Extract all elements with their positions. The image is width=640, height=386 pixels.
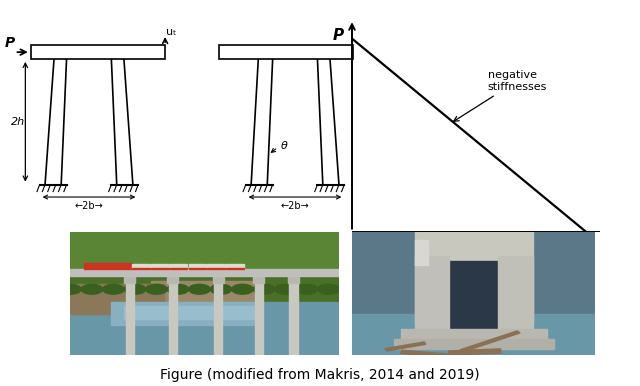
Bar <box>207 264 225 269</box>
Bar <box>151 264 168 269</box>
Ellipse shape <box>102 284 124 294</box>
Bar <box>189 264 206 269</box>
Bar <box>227 268 244 269</box>
Bar <box>167 276 178 283</box>
Bar <box>189 268 206 269</box>
Text: u: u <box>481 249 492 264</box>
Bar <box>401 329 547 342</box>
Bar <box>70 232 339 289</box>
Bar <box>415 256 449 339</box>
Bar <box>460 331 520 352</box>
Ellipse shape <box>210 284 232 294</box>
Bar <box>394 339 554 349</box>
Bar <box>415 240 428 264</box>
Text: uₜ: uₜ <box>166 27 177 37</box>
Bar <box>132 268 150 269</box>
Bar <box>70 302 339 355</box>
Bar <box>70 269 339 276</box>
Bar <box>213 276 223 283</box>
Ellipse shape <box>253 284 275 294</box>
Bar <box>449 349 501 355</box>
Ellipse shape <box>60 284 81 294</box>
Bar <box>70 273 339 306</box>
Bar <box>124 306 259 319</box>
Bar <box>151 281 259 314</box>
Bar <box>170 268 188 269</box>
Bar <box>31 45 165 59</box>
Ellipse shape <box>81 284 102 294</box>
Text: P: P <box>332 28 344 43</box>
Bar <box>151 268 168 269</box>
Bar <box>132 264 150 269</box>
Bar <box>442 261 505 330</box>
Text: P: P <box>5 36 15 51</box>
Ellipse shape <box>275 284 296 294</box>
Text: ←2b→: ←2b→ <box>281 201 309 211</box>
Bar <box>84 263 132 269</box>
Text: Figure (modified from Makris, 2014 and 2019): Figure (modified from Makris, 2014 and 2… <box>160 368 480 382</box>
Ellipse shape <box>232 284 253 294</box>
Bar <box>125 276 134 355</box>
Bar <box>253 276 264 283</box>
Bar <box>70 284 164 314</box>
Bar <box>214 276 222 355</box>
Bar <box>168 276 177 355</box>
Text: negative
stiffnesses: negative stiffnesses <box>454 70 547 121</box>
Bar <box>170 264 188 269</box>
Bar <box>289 276 298 355</box>
Ellipse shape <box>189 284 210 294</box>
Ellipse shape <box>317 284 339 294</box>
Bar <box>70 232 339 264</box>
Ellipse shape <box>296 284 317 294</box>
Bar <box>207 268 225 269</box>
Ellipse shape <box>124 284 146 294</box>
Bar <box>255 276 262 355</box>
Bar <box>124 276 135 283</box>
Bar <box>401 350 463 359</box>
Ellipse shape <box>146 284 167 294</box>
Text: ←2b→: ←2b→ <box>75 201 103 211</box>
Bar <box>219 45 353 59</box>
Bar <box>498 256 532 339</box>
Bar <box>111 302 259 325</box>
Bar <box>352 314 595 355</box>
Text: θ: θ <box>281 141 287 151</box>
Bar <box>288 276 299 283</box>
Bar <box>385 342 426 351</box>
Bar <box>227 264 244 269</box>
Text: 2h: 2h <box>11 117 25 127</box>
Ellipse shape <box>167 284 189 294</box>
Bar <box>415 232 532 322</box>
